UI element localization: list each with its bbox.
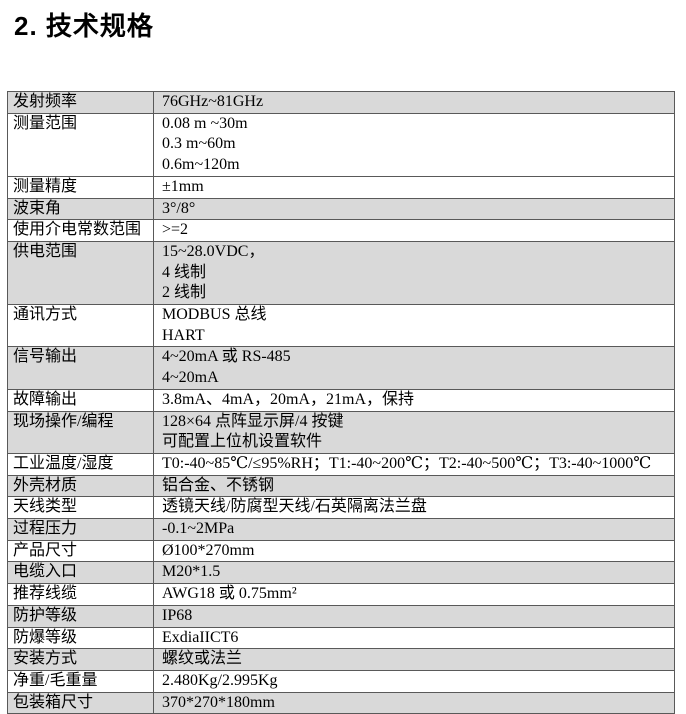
table-row: 测量精度 ±1mm (7, 175, 675, 199)
table-row: 通讯方式 MODBUS 总线 HART (7, 304, 675, 348)
spec-value-line: MODBUS 总线 (162, 306, 267, 324)
spec-value-line: 15~28.0VDC， (162, 242, 265, 260)
spec-value-cell: 3°/8° (153, 197, 675, 221)
spec-label-cell: 测量精度 (7, 175, 154, 199)
spec-value-line: HART (162, 326, 205, 344)
table-row: 故障输出 3.8mA、4mA，20mA，21mA，保持 (7, 388, 675, 412)
spec-value-cell: Ø100*270mm (153, 539, 675, 563)
spec-value-line: 3.8mA、4mA，20mA，21mA，保持 (162, 390, 415, 408)
table-row: 信号输出 4~20mA 或 RS-485 4~20mA (7, 346, 675, 390)
spec-label-cell: 防爆等级 (7, 626, 154, 650)
spec-label-cell: 外壳材质 (7, 474, 154, 498)
spec-label-cell: 推荐线缆 (7, 583, 154, 606)
table-row: 过程压力 -0.1~2MPa (7, 518, 675, 541)
spec-value-cell: 铝合金、不锈钢 (153, 474, 675, 498)
table-row: 包装箱尺寸 370*270*180mm (7, 691, 675, 714)
spec-value-cell: IP68 (153, 604, 675, 628)
table-row: 推荐线缆 AWG18 或 0.75mm² (7, 583, 675, 606)
spec-label-cell: 安装方式 (7, 648, 154, 671)
spec-value-cell: 透镜天线/防腐型天线/石英隔离法兰盘 (153, 496, 675, 520)
spec-value-line: M20*1.5 (162, 563, 221, 581)
spec-label-cell: 净重/毛重量 (7, 669, 154, 693)
spec-value-line: 螺纹或法兰 (162, 650, 243, 668)
spec-value-line: 4~20mA 或 RS-485 (162, 348, 291, 366)
spec-value-line: 4 线制 (162, 263, 207, 281)
spec-value-cell: ExdiaIICT6 (153, 626, 675, 650)
spec-value-line: 76GHz~81GHz (162, 93, 264, 110)
table-row: 外壳材质 铝合金、不锈钢 (7, 474, 675, 498)
spec-value-line: 128×64 点阵显示屏/4 按键 (162, 412, 344, 430)
spec-table: 发射频率 76GHz~81GHz 测量范围 0.08 m ~30m 0.3 m~60m 0… (7, 91, 675, 714)
spec-value-cell: 15~28.0VDC， 4 线制 2 线制 (153, 240, 675, 306)
spec-label-cell: 工业温度/湿度 (7, 452, 154, 476)
spec-label-cell: 信号输出 (7, 346, 154, 390)
spec-value-line: AWG18 或 0.75mm² (162, 585, 297, 603)
spec-value-cell: MODBUS 总线 HART (153, 304, 675, 348)
spec-label-cell: 产品尺寸 (7, 539, 154, 563)
spec-value-cell: -0.1~2MPa (153, 518, 675, 541)
table-row: 产品尺寸 Ø100*270mm (7, 539, 675, 563)
spec-value-line: 0.6m~120m (162, 156, 240, 174)
table-row: 现场操作/编程 128×64 点阵显示屏/4 按键 可配置上位机设置软件 (7, 410, 675, 454)
spec-value-line: -0.1~2MPa (162, 520, 235, 538)
spec-label-cell: 过程压力 (7, 518, 154, 541)
spec-label-cell: 电缆入口 (7, 561, 154, 585)
table-row: 净重/毛重量 2.480Kg/2.995Kg (7, 669, 675, 693)
spec-label-cell: 天线类型 (7, 496, 154, 520)
spec-value-line: 2 线制 (162, 284, 207, 302)
spec-label-cell: 现场操作/编程 (7, 410, 154, 454)
spec-value-cell: 螺纹或法兰 (153, 648, 675, 671)
spec-value-cell: 76GHz~81GHz (153, 91, 675, 114)
spec-label-cell: 故障输出 (7, 388, 154, 412)
spec-value-line: ExdiaIICT6 (162, 628, 239, 646)
table-row: 安装方式 螺纹或法兰 (7, 648, 675, 671)
table-row: 电缆入口 M20*1.5 (7, 561, 675, 585)
spec-value-cell: 3.8mA、4mA，20mA，21mA，保持 (153, 388, 675, 412)
table-row: 测量范围 0.08 m ~30m 0.3 m~60m 0.6m~120m (7, 112, 675, 177)
spec-value-cell: 128×64 点阵显示屏/4 按键 可配置上位机设置软件 (153, 410, 675, 454)
spec-value-line: Ø100*270mm (162, 541, 255, 559)
table-row: 使用介电常数范围 >=2 (7, 219, 675, 242)
spec-value-line: T0:-40~85℃/≤95%RH；T1:-40~200℃；T2:-40~500… (162, 454, 652, 472)
spec-value-cell: 4~20mA 或 RS-485 4~20mA (153, 346, 675, 390)
spec-table-body: 发射频率 76GHz~81GHz 测量范围 0.08 m ~30m 0.3 m~60m 0… (7, 91, 675, 714)
spec-value-cell: M20*1.5 (153, 561, 675, 585)
spec-value-line: >=2 (162, 221, 189, 239)
spec-label-cell: 使用介电常数范围 (7, 219, 154, 242)
spec-label-cell: 测量范围 (7, 112, 154, 177)
spec-value-line: 370*270*180mm (162, 693, 275, 711)
spec-value-line: 铝合金、不锈钢 (162, 476, 275, 494)
spec-value-line: 0.08 m ~30m (162, 114, 248, 132)
spec-label-cell: 波束角 (7, 197, 154, 221)
spec-value-line: 4~20mA (162, 369, 219, 387)
spec-value-line: IP68 (162, 606, 193, 624)
spec-label-cell: 通讯方式 (7, 304, 154, 348)
spec-value-cell: T0:-40~85℃/≤95%RH；T1:-40~200℃；T2:-40~500… (153, 452, 675, 476)
spec-value-line: 3°/8° (162, 199, 196, 217)
table-row: 波束角 3°/8° (7, 197, 675, 221)
table-row: 供电范围 15~28.0VDC， 4 线制 2 线制 (7, 240, 675, 306)
spec-value-cell: 2.480Kg/2.995Kg (153, 669, 675, 693)
spec-value-line: 0.3 m~60m (162, 135, 236, 153)
spec-label-cell: 包装箱尺寸 (7, 691, 154, 714)
spec-value-cell: 370*270*180mm (153, 691, 675, 714)
spec-value-line: 可配置上位机设置软件 (162, 433, 323, 451)
table-row: 防爆等级 ExdiaIICT6 (7, 626, 675, 650)
table-row: 工业温度/湿度 T0:-40~85℃/≤95%RH；T1:-40~200℃；T2:… (7, 452, 675, 476)
spec-value-cell: ±1mm (153, 175, 675, 199)
spec-value-line: 2.480Kg/2.995Kg (162, 671, 278, 689)
table-row: 天线类型 透镜天线/防腐型天线/石英隔离法兰盘 (7, 496, 675, 520)
spec-value-cell: >=2 (153, 219, 675, 242)
spec-value-line: ±1mm (162, 177, 204, 195)
spec-value-line: 透镜天线/防腐型天线/石英隔离法兰盘 (162, 498, 427, 516)
spec-value-cell: 0.08 m ~30m 0.3 m~60m 0.6m~120m (153, 112, 675, 177)
table-row: 发射频率 76GHz~81GHz (7, 91, 675, 114)
table-row: 防护等级 IP68 (7, 604, 675, 628)
spec-label-cell: 防护等级 (7, 604, 154, 628)
page-title: 2. 技术规格 (14, 11, 154, 41)
spec-label-cell: 发射频率 (7, 91, 154, 114)
spec-label-cell: 供电范围 (7, 240, 154, 306)
spec-value-cell: AWG18 或 0.75mm² (153, 583, 675, 606)
